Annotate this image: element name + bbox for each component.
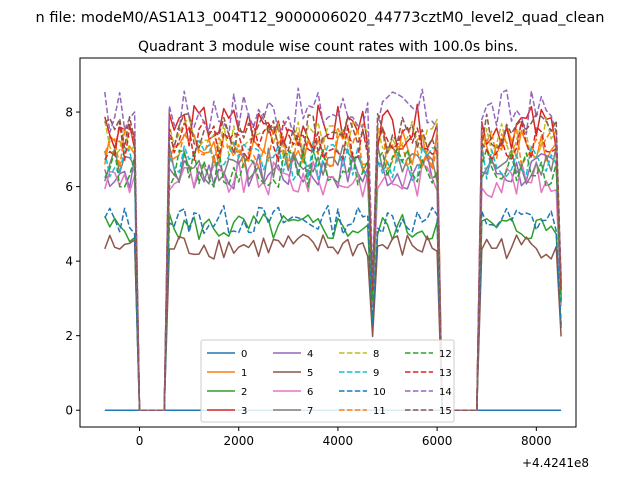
legend-box bbox=[200, 339, 455, 423]
x-tick-label: 4000 bbox=[323, 434, 354, 448]
y-tick-label: 6 bbox=[65, 180, 73, 194]
x-tick-label: 6000 bbox=[422, 434, 453, 448]
x-tick-label: 2000 bbox=[223, 434, 254, 448]
legend-label-8: 8 bbox=[373, 349, 379, 360]
legend-label-15: 15 bbox=[439, 406, 452, 417]
legend-label-14: 14 bbox=[439, 387, 452, 398]
x-tick-label: 8000 bbox=[521, 434, 552, 448]
x-axis-offset-label: +4.4241e8 bbox=[522, 456, 589, 470]
legend-label-13: 13 bbox=[439, 368, 452, 379]
y-tick-label: 2 bbox=[65, 329, 73, 343]
y-tick-label: 4 bbox=[65, 255, 73, 269]
series-line-15 bbox=[104, 112, 562, 411]
series-line-3 bbox=[104, 103, 562, 411]
legend-label-11: 11 bbox=[373, 406, 386, 417]
legend-label-1: 1 bbox=[241, 368, 247, 379]
legend-label-6: 6 bbox=[307, 387, 313, 398]
series-line-5 bbox=[104, 233, 562, 411]
axes-frame bbox=[79, 57, 577, 428]
series-line-10 bbox=[104, 204, 562, 411]
legend-label-2: 2 bbox=[241, 387, 247, 398]
axes: 0 2000 4000 6000 8000 0 2 4 6 8 bbox=[65, 57, 577, 448]
y-tick-label: 8 bbox=[65, 106, 73, 120]
legend-label-0: 0 bbox=[241, 349, 247, 360]
legend-label-10: 10 bbox=[373, 387, 386, 398]
figure-suptitle: n file: modeM0/AS1A13_004T12_9000006020_… bbox=[36, 10, 605, 26]
legend-label-5: 5 bbox=[307, 368, 313, 379]
legend-label-7: 7 bbox=[307, 406, 313, 417]
series-line-14 bbox=[104, 87, 562, 411]
series-line-7 bbox=[104, 143, 562, 411]
series-line-6 bbox=[104, 160, 562, 411]
y-tick-label: 0 bbox=[65, 404, 73, 418]
plot-area bbox=[104, 87, 562, 411]
x-tick-label: 0 bbox=[136, 434, 144, 448]
legend-label-4: 4 bbox=[307, 349, 313, 360]
legend-label-12: 12 bbox=[439, 349, 452, 360]
chart-title: Quadrant 3 module wise count rates with … bbox=[138, 39, 518, 55]
series-line-8 bbox=[104, 116, 562, 411]
legend-label-3: 3 bbox=[241, 406, 247, 417]
legend-label-9: 9 bbox=[373, 368, 379, 379]
series-line-12 bbox=[104, 147, 562, 411]
series-line-9 bbox=[104, 139, 562, 411]
